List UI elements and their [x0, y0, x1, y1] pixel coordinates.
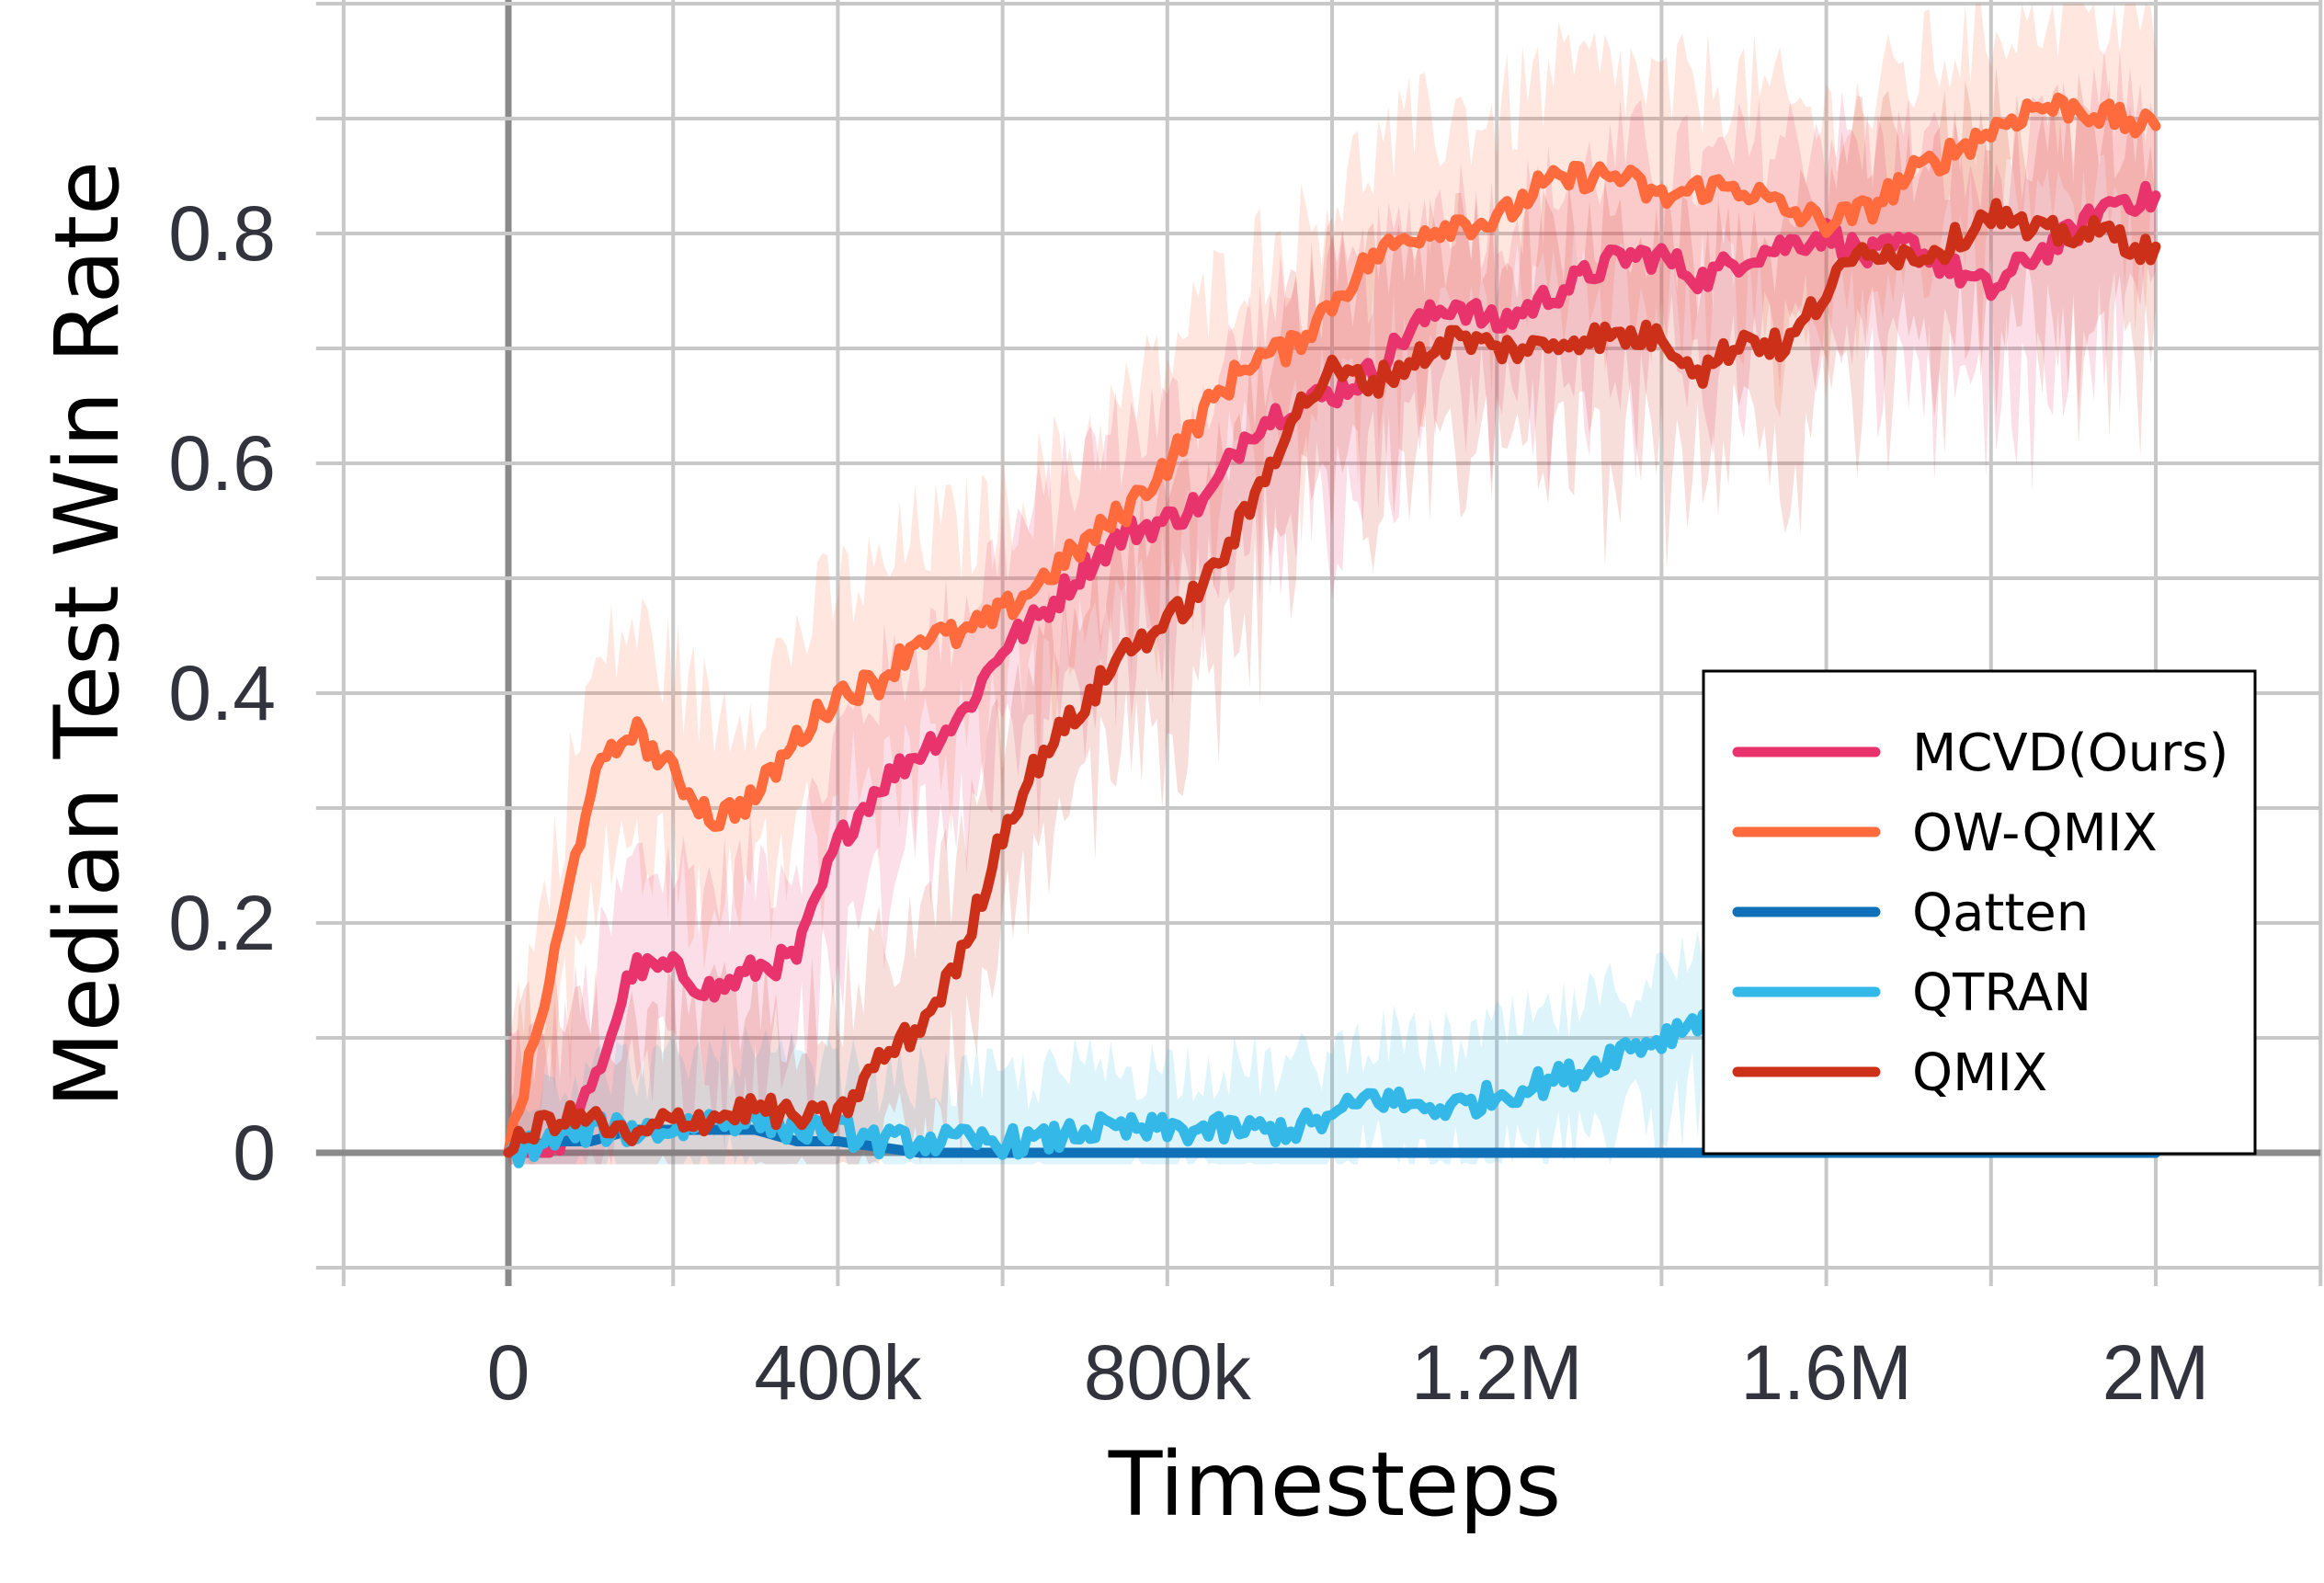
- band-mcvd-ours: [508, 48, 2156, 1165]
- y-tick-label: 0.2: [168, 880, 276, 966]
- legend-label-qmix: QMIX: [1912, 1043, 2047, 1103]
- y-tick-label: 0.6: [168, 420, 276, 507]
- legend-label-qatten: Qatten: [1912, 883, 2089, 943]
- band-ow-qmix: [508, 4, 2156, 1165]
- y-tick-label: 0.4: [168, 650, 276, 736]
- x-tick-label: 400k: [754, 1329, 922, 1416]
- series-line-mcvd-ours: [503, 180, 2161, 1158]
- series-lines: [503, 92, 2161, 1168]
- x-tick-label: 1.6M: [1740, 1329, 1912, 1416]
- legend-label-ow-qmix: OW-QMIX: [1912, 803, 2158, 863]
- x-tick-labels: 0 400k 800k 1.2M 1.6M 2M: [487, 1329, 2210, 1416]
- legend: MCVD(Ours) OW-QMIX Qatten QTRAN QMIX: [1702, 669, 2257, 1156]
- y-tick-label: 0: [233, 1110, 276, 1196]
- x-tick-label: 800k: [1084, 1329, 1252, 1416]
- y-tick-labels: 0 0.2 0.4 0.6 0.8: [168, 190, 276, 1196]
- y-axis-title: Median Test Win Rate: [36, 161, 139, 1108]
- x-axis-title: Timesteps: [1108, 1433, 1562, 1536]
- legend-label-mcvd-ours: MCVD(Ours): [1912, 723, 2228, 783]
- y-tick-label: 0.8: [168, 190, 276, 277]
- x-tick-label: 2M: [2102, 1329, 2210, 1416]
- x-tick-label: 1.2M: [1411, 1329, 1583, 1416]
- series-line-ow-qmix: [503, 92, 2161, 1158]
- series-line-qmix: [503, 198, 2161, 1158]
- legend-label-qtran: QTRAN: [1912, 963, 2091, 1023]
- x-tick-label: 0: [487, 1329, 530, 1416]
